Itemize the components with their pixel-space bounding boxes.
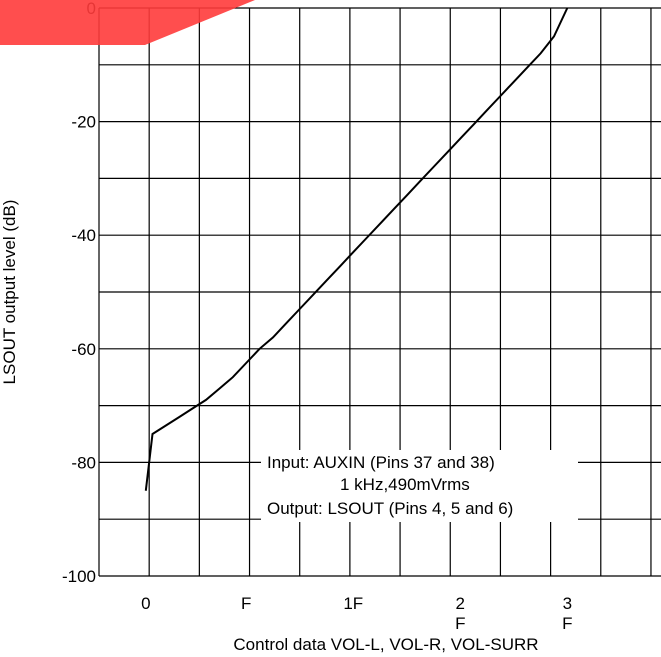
y-tick-label: -100 [62, 567, 96, 586]
y-tick-label: -40 [71, 226, 96, 245]
x-tick-label: F [455, 614, 465, 633]
x-tick-label: 3 [563, 594, 572, 613]
y-tick-label: -20 [71, 113, 96, 132]
x-tick-label: F [241, 594, 251, 613]
y-axis-title: LSOUT output level (dB) [0, 200, 19, 385]
annotation-line-1: Input: AUXIN (Pins 37 and 38) [267, 453, 495, 472]
annotation-line-3: Output: LSOUT (Pins 4, 5 and 6) [267, 499, 513, 518]
x-tick-label: 0 [141, 594, 150, 613]
x-tick-label: F [562, 614, 572, 633]
series-layer [144, 7, 569, 491]
y-tick-label: -60 [71, 340, 96, 359]
x-tick-label: 2 [456, 594, 465, 613]
y-tick-label: -80 [71, 453, 96, 472]
corner-watermark [0, 0, 255, 45]
annotation-background [261, 450, 578, 522]
x-tick-label: 1F [343, 594, 363, 613]
annotation-line-2: 1 kHz,490mVrms [340, 475, 470, 494]
series-line [144, 7, 569, 491]
x-axis-title: Control data VOL-L, VOL-R, VOL-SURR [233, 635, 538, 654]
y-tick-labels: 0-20-40-60-80-100 [62, 0, 96, 586]
